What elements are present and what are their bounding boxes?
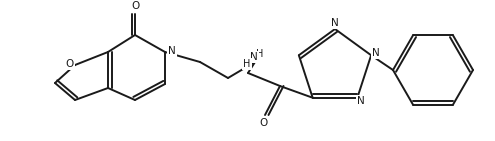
Text: O: O: [66, 59, 74, 69]
Text: O: O: [260, 118, 268, 128]
Text: N: N: [331, 18, 339, 28]
Text: N: N: [357, 96, 365, 106]
Text: H: H: [244, 59, 250, 69]
Text: N: N: [372, 48, 380, 58]
Text: N: N: [168, 46, 176, 56]
Text: O: O: [131, 1, 139, 11]
Text: N: N: [250, 52, 258, 62]
Text: H: H: [256, 49, 264, 59]
